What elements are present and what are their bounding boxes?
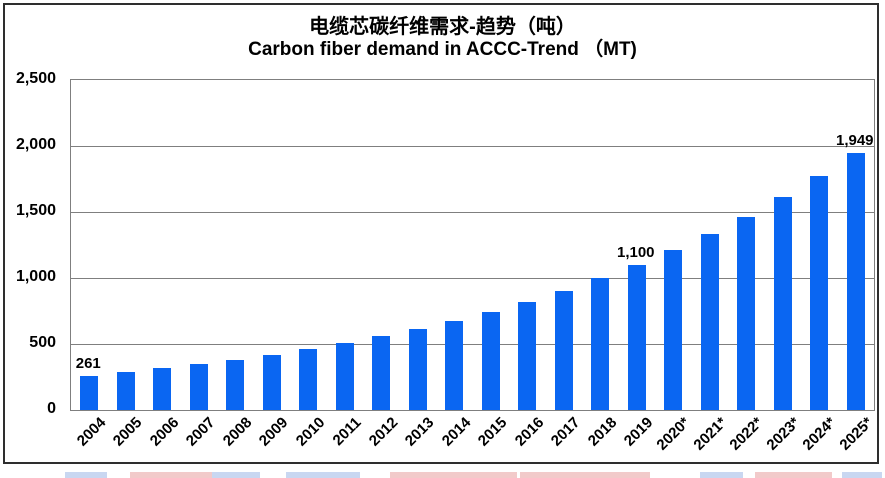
bar (262, 354, 281, 410)
bar (591, 278, 610, 410)
cutoff-strip-segment (286, 472, 360, 478)
cutoff-strip-segment (130, 472, 230, 478)
cutoff-strip-segment (65, 472, 107, 478)
cutoff-strip-segment (700, 472, 743, 478)
bar (226, 359, 245, 410)
bar (80, 375, 99, 410)
bar (335, 342, 354, 410)
bar (737, 216, 756, 410)
plot-area (70, 79, 875, 411)
bar (773, 197, 792, 410)
cutoff-strip-segment (755, 472, 832, 478)
bar (810, 176, 829, 410)
gridline (71, 344, 874, 345)
y-axis-label: 500 (29, 334, 56, 351)
y-axis-label: 2,000 (15, 136, 56, 153)
bar (846, 152, 865, 410)
gridline (71, 146, 874, 147)
cutoff-strip-segment (212, 472, 260, 478)
data-label: 1,949 (835, 131, 874, 149)
bar (189, 364, 208, 410)
bar (664, 250, 683, 410)
bar (299, 349, 318, 410)
bar (445, 320, 464, 410)
chart-title-zh: 电缆芯碳纤维需求-趋势（吨） (309, 16, 576, 38)
y-axis-label: 2,500 (15, 70, 56, 87)
bar (481, 311, 500, 410)
bar (554, 291, 573, 410)
bar (116, 372, 135, 410)
chart-title-en: Carbon fiber demand in ACCC-Trend （MT) (248, 39, 637, 60)
y-axis-label: 1,500 (15, 202, 56, 219)
cutoff-strip-segment (520, 472, 650, 478)
data-label: 261 (75, 354, 101, 372)
bar (372, 336, 391, 410)
y-axis-label: 1,000 (15, 268, 56, 285)
cutoff-strip-segment (842, 472, 882, 478)
bar (627, 264, 646, 410)
cutoff-strip-segment (390, 472, 517, 478)
bar (408, 328, 427, 410)
bar (518, 302, 537, 410)
y-axis-label: 0 (47, 400, 56, 417)
data-label: 1,100 (616, 243, 655, 261)
bar (700, 234, 719, 410)
bar (153, 368, 172, 410)
gridline (71, 278, 874, 279)
gridline (71, 212, 874, 213)
